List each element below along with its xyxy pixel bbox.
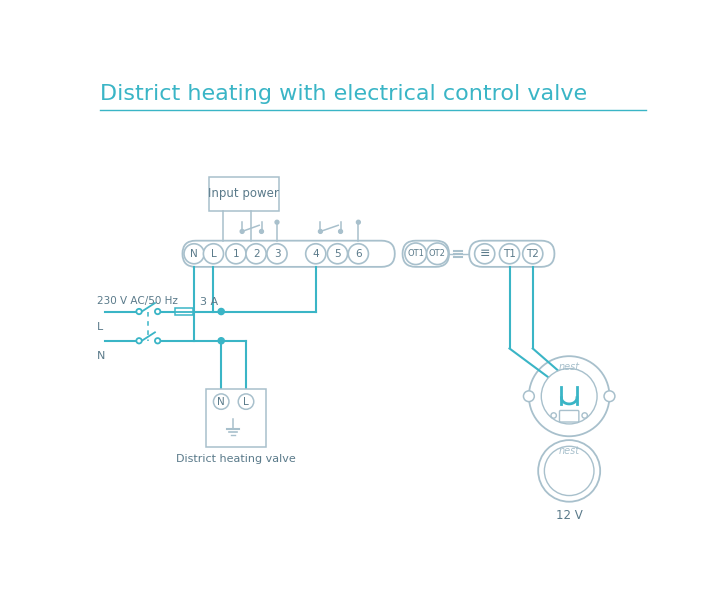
FancyBboxPatch shape — [403, 241, 449, 267]
Text: L: L — [98, 322, 103, 332]
Circle shape — [475, 244, 495, 264]
Text: District heating valve: District heating valve — [176, 454, 296, 465]
Circle shape — [246, 244, 266, 264]
FancyBboxPatch shape — [470, 241, 555, 267]
Circle shape — [551, 413, 556, 418]
Circle shape — [523, 244, 543, 264]
Text: N: N — [98, 351, 106, 361]
Circle shape — [427, 243, 448, 264]
Text: 3: 3 — [274, 249, 280, 259]
Circle shape — [545, 446, 594, 495]
Circle shape — [238, 394, 254, 409]
Circle shape — [405, 243, 427, 264]
Circle shape — [218, 338, 224, 344]
Circle shape — [499, 244, 520, 264]
Circle shape — [538, 440, 600, 502]
Text: 230 V AC/50 Hz: 230 V AC/50 Hz — [98, 296, 178, 306]
Text: 2: 2 — [253, 249, 259, 259]
Circle shape — [582, 413, 587, 418]
Circle shape — [306, 244, 326, 264]
Circle shape — [226, 244, 246, 264]
Text: N: N — [218, 397, 225, 407]
Text: nest: nest — [558, 362, 579, 372]
Circle shape — [213, 394, 229, 409]
Text: OT2: OT2 — [429, 249, 446, 258]
Text: ≡: ≡ — [480, 247, 490, 260]
Text: 6: 6 — [355, 249, 362, 259]
Circle shape — [357, 220, 360, 224]
Circle shape — [529, 356, 609, 436]
Circle shape — [136, 338, 142, 343]
FancyBboxPatch shape — [175, 308, 194, 315]
Text: nest: nest — [558, 446, 579, 456]
Text: T2: T2 — [526, 249, 539, 259]
FancyBboxPatch shape — [183, 241, 395, 267]
Text: Input power: Input power — [208, 187, 279, 200]
Circle shape — [523, 391, 534, 402]
Text: L: L — [210, 249, 216, 259]
Circle shape — [318, 229, 323, 233]
FancyBboxPatch shape — [206, 389, 266, 447]
Text: 3 A: 3 A — [199, 297, 218, 307]
Text: District heating with electrical control valve: District heating with electrical control… — [100, 84, 587, 105]
Circle shape — [240, 229, 244, 233]
Circle shape — [260, 229, 264, 233]
Circle shape — [155, 338, 160, 343]
Circle shape — [604, 391, 615, 402]
Circle shape — [218, 308, 224, 315]
Circle shape — [348, 244, 368, 264]
FancyBboxPatch shape — [560, 410, 579, 422]
Text: 12 V: 12 V — [555, 509, 582, 522]
Circle shape — [184, 244, 204, 264]
Circle shape — [155, 309, 160, 314]
Text: 1: 1 — [233, 249, 240, 259]
Circle shape — [542, 368, 597, 424]
Circle shape — [267, 244, 287, 264]
Circle shape — [328, 244, 347, 264]
FancyBboxPatch shape — [209, 177, 279, 211]
Circle shape — [339, 229, 342, 233]
Text: N: N — [190, 249, 198, 259]
Text: OT1: OT1 — [407, 249, 424, 258]
Text: 4: 4 — [312, 249, 319, 259]
Circle shape — [136, 309, 142, 314]
Circle shape — [203, 244, 223, 264]
Text: L: L — [243, 397, 249, 407]
Circle shape — [275, 220, 279, 224]
Text: 5: 5 — [334, 249, 341, 259]
Text: T1: T1 — [503, 249, 516, 259]
